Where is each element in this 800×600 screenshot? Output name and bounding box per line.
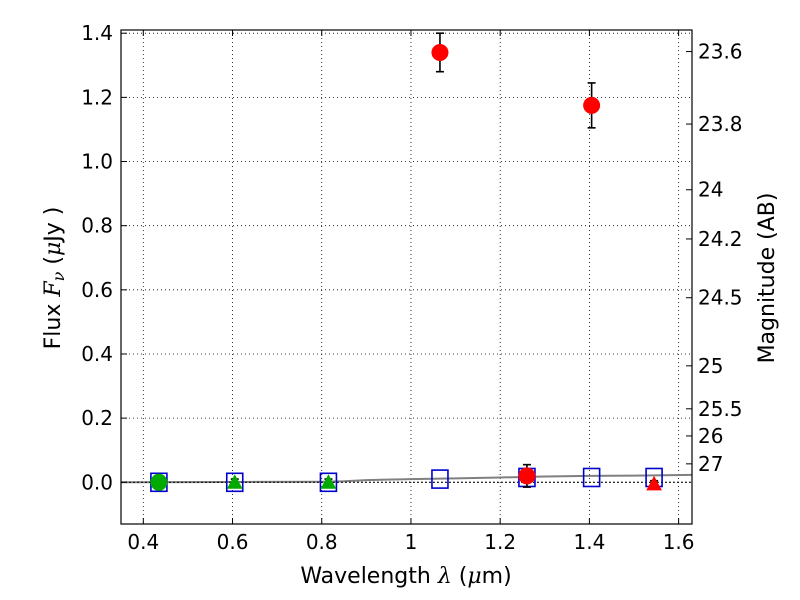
y-tick-label: 0.6 [81, 278, 113, 302]
data-point-triangle [320, 474, 337, 489]
y-right-tick-label: 25 [698, 354, 723, 378]
y-right-tick-label: 24.2 [698, 227, 743, 251]
y-tick-label: 0.8 [81, 214, 113, 238]
y-tick-label: 1.0 [81, 150, 113, 174]
grid [121, 30, 692, 524]
x-tick-label: 0.4 [127, 530, 159, 554]
x-tick-label: 1 [405, 530, 418, 554]
data-point-circle [583, 96, 601, 114]
y-right-tick-label: 23.6 [698, 40, 743, 64]
y-axis-label: Flux Fν (μJy ) [41, 207, 68, 350]
data-point-circle [518, 467, 536, 485]
y-tick-label: 1.2 [81, 85, 113, 109]
data-point-circle [150, 473, 168, 491]
plot-frame [120, 29, 693, 525]
data-point-triangle [226, 474, 243, 489]
right-axis-label: Magnitude (AB) [755, 193, 780, 364]
ticks: 0.4 0.6 0.8 1 1.2 1.4 1.6 0.0 0.2 0.4 0.6 0.8 1.0 1.2… [81, 21, 742, 554]
data-point-square [319, 472, 338, 493]
model-line [120, 473, 693, 484]
y-right-tick-label: 25.5 [698, 397, 743, 421]
x-tick-label: 1.4 [573, 530, 605, 554]
data-point-square [431, 469, 449, 489]
data-layer [120, 32, 693, 493]
x-tick-label: 0.6 [217, 530, 249, 554]
y-tick-label: 0.2 [81, 406, 113, 430]
y-right-tick-label: 26 [698, 424, 723, 448]
y-tick-label: 0.0 [81, 470, 113, 494]
data-point-triangle [646, 475, 662, 491]
y-right-tick-label: 27 [698, 452, 723, 476]
x-tick-label: 1.2 [484, 530, 516, 554]
x-tick-label: 0.8 [306, 530, 338, 554]
y-right-tick-label: 23.8 [698, 112, 743, 136]
data-point-circle [431, 43, 449, 61]
x-tick-label: 1.6 [663, 530, 695, 554]
y-tick-label: 0.4 [81, 342, 113, 366]
y-right-tick-label: 24.5 [698, 286, 743, 310]
y-tick-label: 1.4 [81, 21, 113, 45]
data-point-square [582, 467, 601, 488]
x-axis-label: Wavelength λ (μm) [300, 564, 511, 589]
data-point-square [225, 472, 244, 493]
y-right-tick-label: 24 [698, 178, 723, 202]
